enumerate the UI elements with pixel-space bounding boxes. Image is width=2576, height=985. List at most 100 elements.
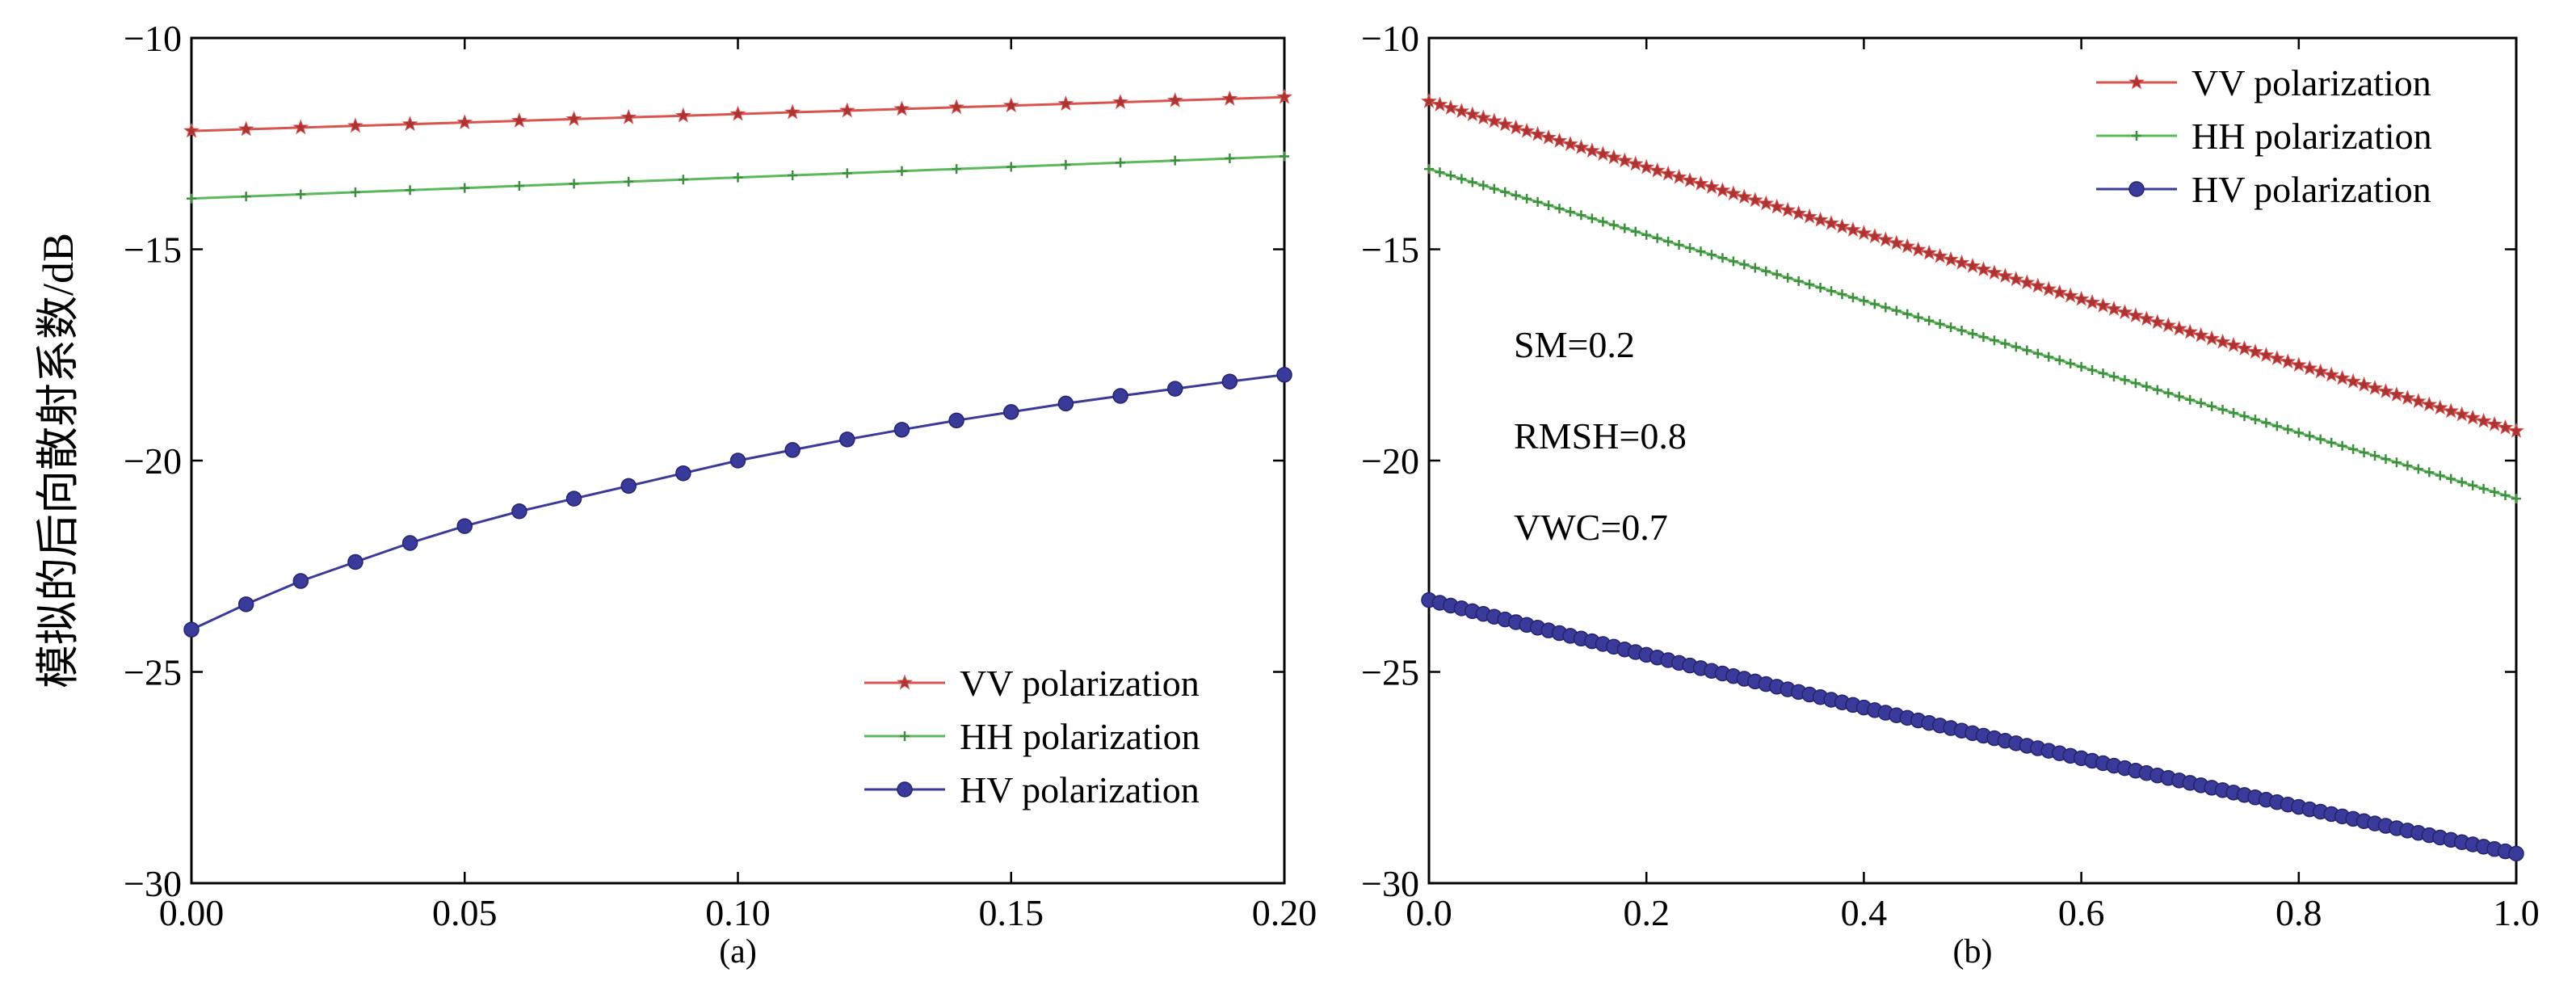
data-point [2141,381,2152,392]
data-point [893,100,910,116]
data-point [2160,317,2177,333]
legend-item: HV polarization [864,769,1200,810]
data-point [2065,358,2076,368]
x-tick-label: 0.05 [432,892,498,933]
data-point [2468,480,2478,490]
x-tick-label: 0.10 [705,892,771,933]
data-point [1837,289,1847,300]
data-point [2152,385,2162,395]
data-point [1725,185,1742,201]
legend-item: VV polarization [2096,62,2431,103]
y-tick-label: −30 [124,863,182,904]
plot-frame [1427,36,2518,885]
data-point [2290,356,2307,373]
data-point [2207,401,2217,411]
legend-label: HH polarization [2191,116,2432,157]
data-point [2170,320,2187,336]
data-point [1728,256,1738,267]
data-point [2229,408,2239,419]
data-point [1869,299,1880,309]
data-point [1783,272,1793,283]
data-point [2446,474,2456,484]
data-point [2095,297,2112,313]
y-tick-label: −20 [124,440,182,482]
data-point [2399,389,2416,406]
data-point [1586,213,1597,224]
data-point [1812,211,1829,227]
legend-marker [897,674,913,690]
data-point [1674,239,1684,250]
data-point [2149,314,2166,330]
data-point [1573,139,1590,154]
data-point [1057,395,1074,412]
data-point [2127,307,2144,323]
data-point [729,105,746,121]
data-point [2011,342,2021,352]
data-point [1881,302,1891,313]
data-point [350,187,360,197]
data-point [237,120,254,137]
x-tick-label: 0.15 [979,892,1044,933]
data-point [893,422,910,438]
data-point [1877,231,1894,247]
data-point [1859,296,1869,306]
data-point [1112,94,1128,109]
x-tick-label: 0.6 [2058,892,2105,933]
data-point [1931,247,1948,263]
data-point [1598,217,1608,227]
data-point [2214,333,2231,349]
data-point [952,164,962,175]
data-point [401,535,418,551]
data-point [2431,399,2448,415]
data-point [1902,309,1913,319]
data-point [2370,451,2381,461]
y-tick-label: −15 [1361,229,1419,271]
data-point [2268,350,2285,366]
data-point [1866,228,1883,244]
data-point [2247,343,2263,359]
data-point [2315,434,2326,444]
data-point [1500,187,1511,197]
data-point [2508,422,2524,438]
data-point [2019,274,2036,290]
data-point [2312,363,2329,379]
data-point [1823,214,1839,230]
data-point [2367,379,2383,395]
data-point [241,192,251,202]
data-point [2182,323,2199,339]
x-tick-label: 0.00 [159,892,225,933]
data-point [897,166,907,176]
data-point [2410,393,2427,409]
data-point [1682,171,1698,187]
y-axis-label-group: 模拟的后向散射系数/dB [34,233,82,688]
data-point [1002,97,1019,113]
data-point [1507,119,1524,135]
data-point [1714,182,1731,198]
data-point [839,431,855,448]
data-point [1608,220,1619,230]
data-point [1815,282,1826,293]
data-point [1061,159,1071,170]
data-point [2204,330,2221,346]
data-point [2359,447,2369,457]
data-point [1943,250,1959,267]
data-point [1989,335,1999,346]
data-point [2500,490,2511,500]
legend-item: HV polarization [2096,169,2431,210]
data-point [2196,398,2206,408]
data-point [1519,122,1536,138]
data-point [2345,373,2362,389]
data-point [1522,193,1532,204]
data-point [1576,210,1586,221]
data-point [1826,286,1837,297]
data-point [2391,457,2402,468]
data-point [2029,277,2046,293]
data-point [1692,175,1709,191]
data-point [347,554,363,570]
data-point [1006,162,1016,172]
data-point [1891,305,1902,316]
data-point [2377,382,2394,398]
data-point [1780,201,1796,217]
data-point [565,110,582,126]
data-point [1221,90,1238,106]
